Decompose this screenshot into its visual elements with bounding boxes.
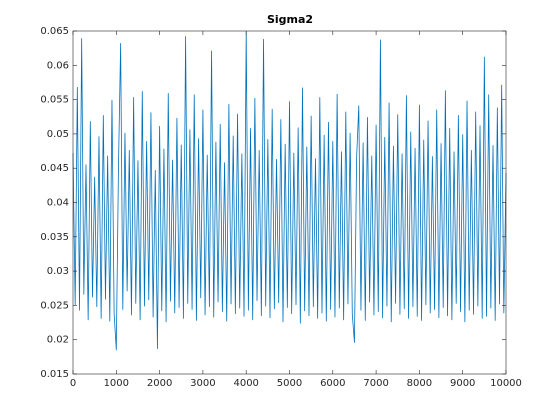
y-tick-label: 0.035	[40, 232, 69, 243]
chart-title: Sigma2	[267, 13, 313, 26]
x-tick-label: 3000	[190, 378, 215, 389]
y-tick-label: 0.03	[47, 266, 69, 277]
x-tick-label: 4000	[233, 378, 258, 389]
x-tick-label: 2000	[147, 378, 172, 389]
y-tick-label: 0.015	[40, 369, 69, 380]
y-tick-label: 0.02	[47, 335, 69, 346]
x-tick-label: 9000	[450, 378, 475, 389]
axes-box	[72, 30, 507, 375]
x-tick-label: 1000	[104, 378, 129, 389]
y-tick-label: 0.065	[40, 26, 69, 37]
y-tick-label: 0.05	[47, 129, 69, 140]
x-tick-label: 0	[70, 378, 76, 389]
x-tick-label: 10000	[490, 378, 522, 389]
x-tick-label: 8000	[407, 378, 432, 389]
data-line	[72, 31, 507, 351]
y-tick-label: 0.04	[47, 198, 69, 209]
x-tick-label: 7000	[363, 378, 388, 389]
y-tick-label: 0.025	[40, 300, 69, 311]
y-tick-label: 0.06	[47, 60, 69, 71]
x-tick-label: 6000	[320, 378, 345, 389]
y-tick-label: 0.055	[40, 95, 69, 106]
x-tick-label: 5000	[277, 378, 302, 389]
y-tick-label: 0.045	[40, 163, 69, 174]
